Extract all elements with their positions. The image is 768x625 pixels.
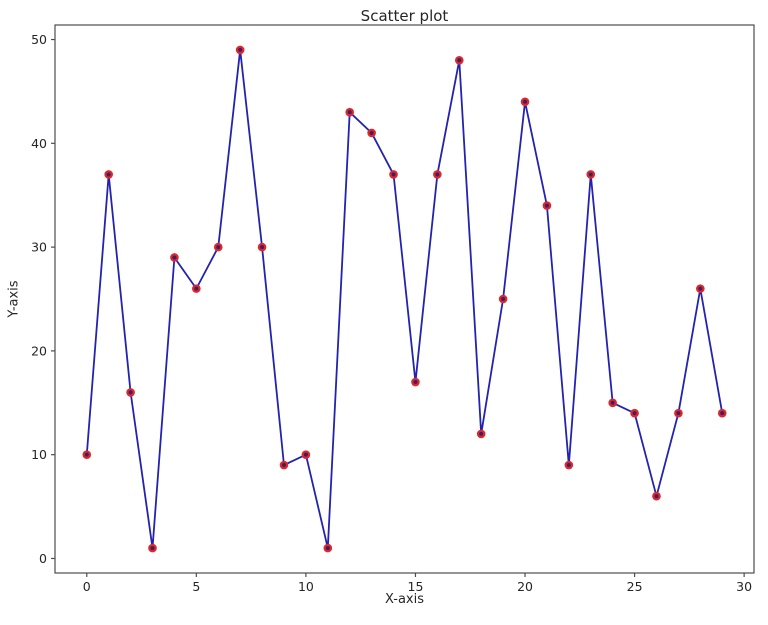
data-point-center — [391, 172, 396, 177]
y-tick-label: 20 — [31, 343, 47, 358]
data-point-center — [238, 47, 243, 52]
data-point-center — [260, 245, 265, 250]
data-point-center — [544, 203, 549, 208]
data-point-center — [698, 286, 703, 291]
data-point-center — [172, 255, 177, 260]
y-tick-label: 30 — [31, 240, 47, 255]
x-tick-label: 0 — [83, 579, 91, 594]
data-point-center — [106, 172, 111, 177]
y-tick-label: 0 — [39, 551, 47, 566]
data-point-center — [347, 110, 352, 115]
y-tick-label: 50 — [31, 32, 47, 47]
x-tick-label: 20 — [517, 579, 533, 594]
data-point-center — [457, 58, 462, 63]
data-point-center — [523, 99, 528, 104]
data-point-center — [128, 390, 133, 395]
data-point-center — [303, 452, 308, 457]
data-point-center — [654, 494, 659, 499]
y-tick-label: 10 — [31, 447, 47, 462]
data-point-center — [610, 400, 615, 405]
data-point-center — [413, 380, 418, 385]
data-point-center — [720, 411, 725, 416]
x-tick-label: 15 — [408, 579, 424, 594]
data-point-center — [194, 286, 199, 291]
data-point-center — [369, 130, 374, 135]
x-axis-label: X-axis — [385, 592, 424, 607]
data-point-center — [501, 297, 506, 301]
data-point-center — [84, 452, 89, 457]
data-point-center — [632, 411, 637, 416]
y-tick-label: 40 — [31, 136, 47, 151]
data-point-center — [150, 546, 155, 551]
chart-title: Scatter plot — [360, 7, 449, 25]
x-tick-label: 30 — [736, 579, 752, 594]
line-series — [85, 49, 724, 549]
data-point-center — [479, 431, 484, 436]
x-tick-label: 10 — [298, 579, 314, 594]
data-point-center — [588, 172, 593, 177]
data-point-center — [325, 546, 330, 551]
data-point-center — [566, 463, 571, 468]
x-tick-label: 5 — [192, 579, 200, 594]
plot-border — [54, 24, 755, 574]
data-point-center — [676, 411, 681, 416]
data-point-center — [435, 172, 440, 177]
data-point-center — [281, 463, 286, 468]
x-tick-label: 25 — [627, 579, 643, 594]
data-point-center — [216, 245, 221, 250]
